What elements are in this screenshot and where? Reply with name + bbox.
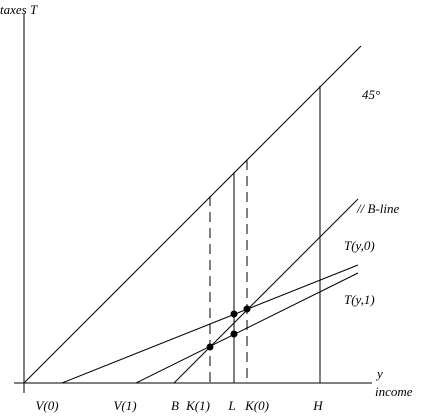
x-point-label: H [312, 398, 323, 413]
point [206, 343, 214, 351]
line-label: T(y,1) [344, 292, 375, 307]
line-label: 45° [362, 87, 380, 102]
diagonal-line [23, 45, 362, 384]
point [230, 330, 238, 338]
x-axis-label: income [375, 384, 413, 399]
x-point-label: K(1) [185, 398, 210, 413]
point [230, 310, 238, 318]
line-label: // B-line [356, 201, 399, 216]
x-point-label: V(1) [113, 398, 136, 413]
point [243, 305, 251, 313]
x-point-label: B [171, 398, 179, 413]
x-point-label: V(0) [35, 398, 58, 413]
x-axis-symbol: y [375, 366, 383, 381]
x-point-label: L [227, 398, 235, 413]
b-line [173, 198, 359, 384]
x-point-label: K(0) [244, 398, 269, 413]
y-axis-label: taxes T [0, 2, 38, 17]
line-label: T(y,0) [344, 238, 375, 253]
